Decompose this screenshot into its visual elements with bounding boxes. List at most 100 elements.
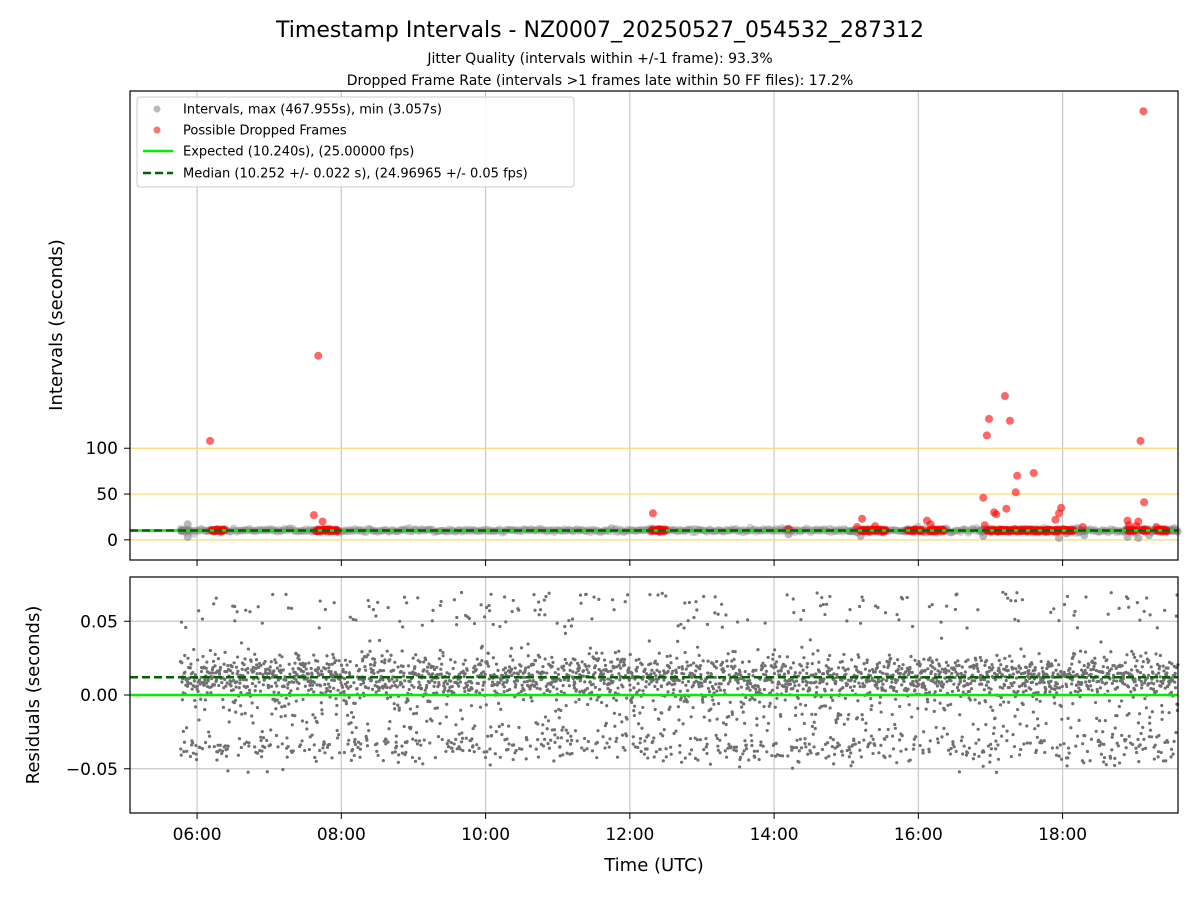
residual-point (193, 699, 196, 702)
residual-point (836, 717, 839, 720)
residual-point (686, 689, 689, 692)
residual-point (240, 641, 243, 644)
residual-point (968, 746, 971, 749)
residual-point (499, 756, 502, 759)
residual-point (898, 665, 901, 668)
residual-point (994, 739, 997, 742)
residual-point (936, 684, 939, 687)
residual-point (933, 667, 936, 670)
residual-point (1007, 669, 1010, 672)
residual-point (614, 740, 617, 743)
residual-point (574, 700, 577, 703)
residual-point (876, 666, 879, 669)
residual-point (287, 681, 290, 684)
residual-point (453, 742, 456, 745)
residual-point (470, 737, 473, 740)
residual-point (701, 701, 704, 704)
residual-point (541, 665, 544, 668)
residual-point (611, 598, 614, 601)
residual-point (295, 699, 298, 702)
residual-point (235, 666, 238, 669)
residual-point (1090, 689, 1093, 692)
residual-point (791, 687, 794, 690)
residual-point (825, 603, 828, 606)
residual-point (956, 686, 959, 689)
residual-point (975, 663, 978, 666)
residual-point (632, 735, 635, 738)
residual-point (259, 739, 262, 742)
residual-point (1151, 710, 1154, 713)
residual-point (200, 670, 203, 673)
residual-point (958, 770, 961, 773)
residual-point (824, 756, 827, 759)
residual-point (719, 751, 722, 754)
residual-point (381, 654, 384, 657)
residual-point (321, 673, 324, 676)
residual-point (222, 706, 225, 709)
residual-point (301, 662, 304, 665)
residual-point (884, 611, 887, 614)
residual-point (987, 670, 990, 673)
residual-point (953, 745, 956, 748)
residual-point (301, 698, 304, 701)
residual-point (603, 679, 606, 682)
residual-point (430, 679, 433, 682)
residual-point (816, 752, 819, 755)
residual-point (825, 682, 828, 685)
residual-point (603, 658, 606, 661)
residual-point (960, 672, 963, 675)
residual-point (236, 610, 239, 613)
residual-point (658, 670, 661, 673)
residual-point (1066, 756, 1069, 759)
residual-point (1107, 613, 1110, 616)
residual-point (610, 660, 613, 663)
residual-point (189, 682, 192, 685)
residual-point (272, 669, 275, 672)
residual-point (560, 690, 563, 693)
residual-point (450, 747, 453, 750)
residual-point (866, 658, 869, 661)
residual-point (740, 706, 743, 709)
residual-point (276, 699, 279, 702)
residual-point (934, 673, 937, 676)
residual-point (623, 748, 626, 751)
residual-point (287, 702, 290, 705)
residual-point (267, 684, 270, 687)
residual-point (1169, 755, 1172, 758)
residual-point (332, 687, 335, 690)
residual-point (991, 666, 994, 669)
residual-point (736, 687, 739, 690)
residual-point (973, 753, 976, 756)
residual-point (1012, 672, 1015, 675)
residual-point (704, 737, 707, 740)
residual-point (702, 595, 705, 598)
residual-point (596, 729, 599, 732)
residual-point (575, 688, 578, 691)
residual-point (239, 691, 242, 694)
residual-point (395, 741, 398, 744)
residual-point (877, 751, 880, 754)
residual-point (207, 730, 210, 733)
residual-point (851, 760, 854, 763)
residual-point (813, 721, 816, 724)
residual-point (522, 698, 525, 701)
residual-point (1051, 664, 1054, 667)
residual-point (1052, 607, 1055, 610)
residual-point (539, 608, 542, 611)
residual-point (512, 758, 515, 761)
residual-point (364, 669, 367, 672)
residual-point (978, 702, 981, 705)
residual-point (307, 661, 310, 664)
residual-point (346, 714, 349, 717)
residual-point (983, 664, 986, 667)
residual-point (1095, 730, 1098, 733)
residual-point (1060, 758, 1063, 761)
residual-point (678, 679, 681, 682)
residual-point (1113, 757, 1116, 760)
residual-point (359, 748, 362, 751)
residual-point (261, 673, 264, 676)
residual-point (729, 701, 732, 704)
residual-point (476, 658, 479, 661)
residual-point (1132, 653, 1135, 656)
residual-point (225, 755, 228, 758)
